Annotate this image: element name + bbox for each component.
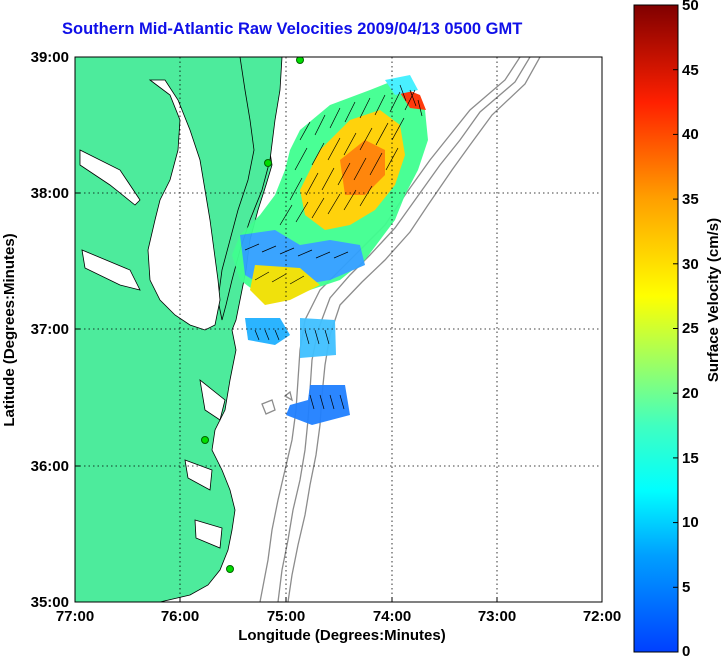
station-marker xyxy=(226,565,234,573)
x-tick-label: 72:00 xyxy=(583,608,621,625)
y-tick-label: 38:00 xyxy=(31,185,69,202)
colorbar-label: Surface Velocity (cm/s) xyxy=(705,218,722,382)
colorbar-tick-label: 0 xyxy=(682,643,690,659)
colorbar-tick-label: 40 xyxy=(682,126,699,143)
velocity-field xyxy=(232,75,428,425)
colorbar-tick-label: 20 xyxy=(682,385,699,402)
y-tick-label: 35:00 xyxy=(31,594,69,611)
x-tick-label: 74:00 xyxy=(373,608,411,625)
tick-marks xyxy=(74,56,603,603)
colorbar-tick-label: 50 xyxy=(682,0,699,14)
station-marker xyxy=(201,436,209,444)
chesapeake-bay xyxy=(79,79,226,549)
colorbar-tick-label: 30 xyxy=(682,256,699,273)
y-tick-labels: 39:00 38:00 37:00 36:00 35:00 xyxy=(31,49,69,611)
x-tick-label: 73:00 xyxy=(478,608,516,625)
x-tick-label: 75:00 xyxy=(267,608,305,625)
colorbar-tick-label: 15 xyxy=(682,450,699,467)
y-tick-label: 37:00 xyxy=(31,321,69,338)
map-title: Southern Mid-Atlantic Raw Velocities 200… xyxy=(62,20,523,38)
colorbar-scale xyxy=(633,4,679,653)
colorbar-tick-label: 45 xyxy=(682,62,699,79)
radar-stations xyxy=(201,57,304,573)
x-tick-label: 77:00 xyxy=(56,608,94,625)
grid-lines xyxy=(75,57,602,602)
x-tick-labels: 77:00 76:00 75:00 74:00 73:00 72:00 xyxy=(56,608,621,625)
colorbar: 50 45 40 35 30 25 20 15 10 5 0 Surface V… xyxy=(633,0,722,659)
colorbar-tick-label: 35 xyxy=(682,191,699,208)
station-marker xyxy=(296,57,304,64)
y-axis-label: Latitude (Degrees:Minutes) xyxy=(1,233,18,426)
y-tick-label: 36:00 xyxy=(31,458,69,475)
x-axis-label: Longitude (Degrees:Minutes) xyxy=(238,627,446,644)
x-tick-label: 76:00 xyxy=(161,608,199,625)
y-tick-label: 39:00 xyxy=(31,49,69,66)
colorbar-tick-label: 10 xyxy=(682,514,699,531)
station-marker xyxy=(264,159,272,167)
colorbar-tick-label: 5 xyxy=(682,579,690,596)
colorbar-tick-label: 25 xyxy=(682,320,699,337)
